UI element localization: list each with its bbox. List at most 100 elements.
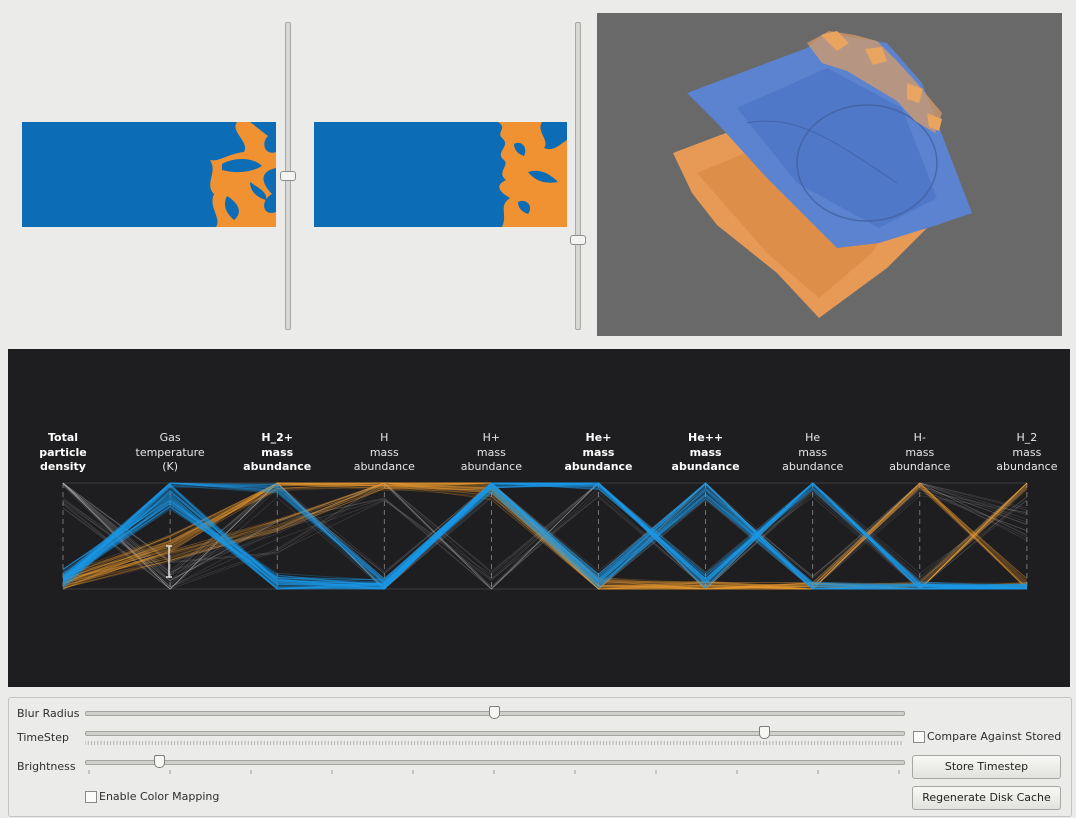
pc-line bbox=[62, 482, 1027, 590]
pc-line bbox=[62, 482, 1027, 590]
pc-line bbox=[62, 482, 1027, 588]
pc-line bbox=[62, 482, 1027, 590]
pc-axis-label-line: density bbox=[40, 460, 86, 473]
pc-line bbox=[62, 482, 1027, 590]
pc-line bbox=[62, 482, 1027, 590]
pc-axis-label-line: abundance bbox=[996, 460, 1058, 473]
pc-line bbox=[62, 482, 1027, 590]
pc-axis-label-line: He bbox=[805, 431, 821, 444]
slice-view-2[interactable] bbox=[314, 122, 567, 227]
pc-line bbox=[62, 486, 1027, 590]
pc-line bbox=[62, 482, 1028, 590]
pc-line bbox=[62, 482, 1027, 588]
pc-line bbox=[62, 482, 1027, 590]
pc-line bbox=[62, 482, 1027, 590]
pc-line bbox=[62, 484, 1027, 590]
timestep-slider-handle[interactable] bbox=[758, 726, 770, 739]
pc-line bbox=[62, 487, 1027, 590]
pc-axis-label-line: mass bbox=[905, 445, 935, 459]
pc-line bbox=[62, 482, 1028, 590]
pc-line bbox=[62, 482, 1027, 590]
pc-line bbox=[62, 482, 1027, 590]
pc-line bbox=[62, 482, 1028, 590]
pc-line bbox=[62, 482, 1028, 590]
pc-axis-label-line: (K) bbox=[162, 460, 178, 473]
compare-against-stored-checkbox[interactable] bbox=[913, 731, 925, 743]
pc-axis-label-line: Total bbox=[47, 431, 79, 444]
pc-line bbox=[62, 485, 1027, 590]
enable-color-mapping-label: Enable Color Mapping bbox=[99, 790, 220, 803]
pc-line bbox=[62, 482, 1028, 590]
pc-line bbox=[62, 482, 1027, 590]
pc-axis-label-line: temperature bbox=[135, 445, 205, 459]
pc-axis-label-2: H_2+ mass abundance bbox=[227, 431, 327, 475]
pc-line bbox=[62, 482, 1027, 588]
pc-line bbox=[62, 489, 1027, 590]
store-timestep-button[interactable]: Store Timestep bbox=[912, 755, 1061, 779]
pc-line bbox=[62, 482, 1028, 590]
pc-line bbox=[62, 482, 1028, 590]
controls-panel: Blur Radius TimeStep Brightness Enable C… bbox=[8, 697, 1072, 817]
pc-line bbox=[62, 482, 1027, 590]
blur-radius-slider-handle[interactable] bbox=[489, 706, 500, 719]
pc-axis-label-line: H+ bbox=[482, 431, 501, 444]
pc-line bbox=[62, 484, 1028, 590]
pc-line bbox=[62, 482, 1027, 590]
pc-line bbox=[62, 482, 1027, 590]
pc-line bbox=[62, 482, 1027, 590]
pc-line bbox=[62, 484, 1027, 590]
regenerate-disk-cache-button[interactable]: Regenerate Disk Cache bbox=[912, 786, 1061, 810]
pc-line bbox=[62, 482, 1027, 589]
pc-line bbox=[62, 482, 1027, 590]
pc-line bbox=[62, 487, 1027, 590]
pc-line bbox=[62, 482, 1028, 589]
pc-line bbox=[62, 482, 1027, 590]
slice-view-1[interactable] bbox=[22, 122, 276, 227]
pc-line bbox=[62, 482, 1027, 587]
pc-line bbox=[62, 482, 1028, 590]
pc-line bbox=[62, 482, 1027, 590]
pc-axis-label-5: He+ mass abundance bbox=[549, 431, 649, 475]
enable-color-mapping-checkbox[interactable] bbox=[85, 791, 97, 803]
slice-2-slider-handle[interactable] bbox=[570, 235, 586, 246]
volume-3d-view[interactable] bbox=[597, 13, 1062, 336]
pc-line bbox=[62, 482, 1028, 590]
pc-line bbox=[62, 482, 1027, 590]
pc-line bbox=[62, 482, 1028, 590]
pc-line bbox=[62, 482, 1027, 590]
timestep-slider[interactable] bbox=[85, 731, 905, 736]
pc-line bbox=[62, 485, 1027, 590]
pc-axis-label-line: abundance bbox=[460, 460, 522, 473]
pc-axis-label-6: He++ mass abundance bbox=[656, 431, 756, 475]
pc-line bbox=[62, 482, 1027, 590]
pc-line bbox=[62, 482, 1028, 590]
pc-line bbox=[62, 482, 1028, 586]
pc-line bbox=[62, 487, 1027, 590]
pc-axis-label-8: H-mass abundance bbox=[870, 431, 970, 475]
pc-line bbox=[62, 483, 1027, 590]
pc-line bbox=[62, 488, 1027, 590]
pc-line bbox=[62, 482, 1027, 589]
slice-1-slider-handle[interactable] bbox=[280, 171, 296, 181]
pc-line bbox=[62, 482, 1028, 590]
pc-line bbox=[62, 482, 1028, 589]
pc-line bbox=[62, 482, 1028, 590]
parallel-coordinates-plot[interactable] bbox=[8, 349, 1070, 687]
pc-axis-label-line: mass bbox=[689, 445, 722, 459]
pc-line bbox=[62, 482, 1028, 590]
pc-line bbox=[62, 483, 1027, 590]
pc-line bbox=[62, 488, 1027, 590]
brightness-slider[interactable] bbox=[85, 760, 905, 765]
pc-line bbox=[62, 487, 1027, 590]
pc-line bbox=[62, 482, 1028, 588]
pc-line bbox=[62, 482, 1028, 590]
pc-line bbox=[62, 482, 1028, 590]
pc-axis-label-line: mass bbox=[261, 445, 294, 459]
pc-line bbox=[62, 482, 1028, 590]
pc-axis-label-line: mass bbox=[798, 445, 828, 459]
slice-2-slider-track[interactable] bbox=[575, 22, 581, 330]
brightness-slider-handle[interactable] bbox=[153, 755, 165, 768]
pc-line bbox=[62, 484, 1027, 590]
pc-line bbox=[62, 482, 1027, 587]
pc-line bbox=[62, 482, 1027, 590]
